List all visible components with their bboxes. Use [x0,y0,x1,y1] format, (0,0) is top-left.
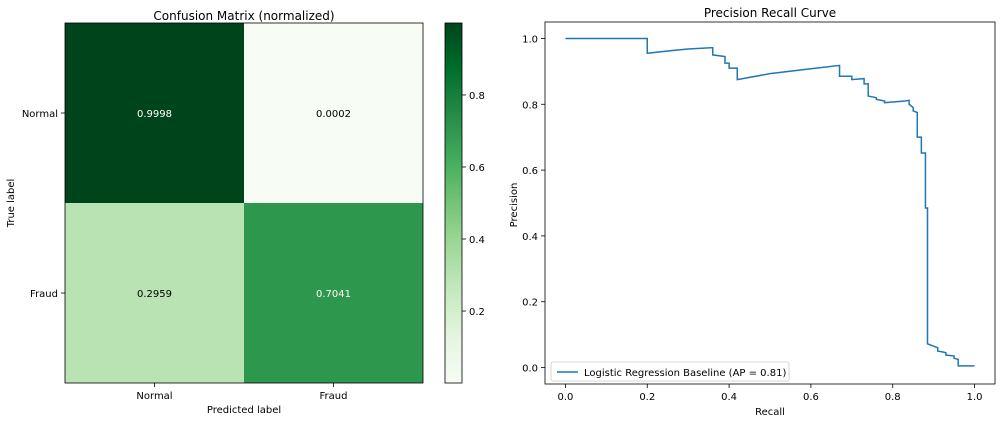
x-tick-label: 0.6 [803,392,819,403]
matrix-cell-label: 0.9998 [137,109,172,120]
colorbar [444,22,463,384]
y-tick-label: 0.4 [522,232,538,243]
matrix-cell [244,203,423,383]
matrix-cell [244,23,423,203]
y-tick-label: Normal [22,109,58,120]
pr-curve-title: Precision Recall Curve [704,6,836,20]
pr-series [565,37,975,367]
pr-legend-box [550,361,790,382]
pr-ylabel: Precision [509,183,520,228]
confusion-matrix-frame [64,22,424,384]
x-tick-label: 0.2 [639,392,655,403]
pr-plot-area [544,21,996,385]
x-tick-label: 0.8 [885,392,901,403]
matrix-cell-label: 0.7041 [316,289,351,300]
y-tick-label: 0.0 [522,364,538,375]
x-tick-label: 1.0 [967,392,983,403]
y-tick-label: 0.2 [522,298,538,309]
confusion-matrix-ticks: Normal Fraud Normal Fraud [22,109,348,402]
matrix-cell-label: 0.2959 [137,289,172,300]
confusion-matrix-ylabel: True label [6,179,17,229]
pr-legend: Logistic Regression Baseline (AP = 0.81) [550,361,790,382]
y-tick-label: Fraud [30,289,58,300]
pr-xlabel: Recall [755,407,785,418]
colorbar-tick-label: 0.6 [469,163,485,174]
y-tick-label: 0.6 [522,166,538,177]
x-tick-label: 0.0 [558,392,574,403]
pr-curve-line [565,37,975,367]
x-tick-label: Fraud [320,391,348,402]
colorbar-ticks: 0.2 0.4 0.6 0.8 [462,91,485,318]
precision-recall-chart: Precision Recall Curve 0.0 0.2 0.4 0.6 0.8 1.… [509,6,996,418]
confusion-matrix-title: Confusion Matrix (normalized) [153,9,334,23]
matrix-cell [65,23,244,203]
y-tick-label: 0.8 [522,100,538,111]
matrix-cell-label: 0.0002 [316,109,351,120]
pr-legend-label: Logistic Regression Baseline (AP = 0.81) [584,368,786,379]
x-tick-label: 0.4 [721,392,737,403]
confusion-matrix-chart: Confusion Matrix (normalized) 0.9998 0.00… [6,9,485,416]
pr-axis-ticks: 0.0 0.2 0.4 0.6 0.8 1.0 0.0 0.2 0.4 0.6 0.8 1.0 [522,34,982,403]
y-tick-label: 1.0 [522,34,538,45]
colorbar-tick-label: 0.4 [469,235,485,246]
confusion-matrix-xlabel: Predicted label [207,405,281,416]
colorbar-tick-label: 0.2 [469,307,485,318]
colorbar-tick-label: 0.8 [469,91,485,102]
x-tick-label: Normal [136,391,172,402]
confusion-matrix-cells: 0.9998 0.0002 0.2959 0.7041 [65,23,423,383]
matrix-cell [65,203,244,383]
